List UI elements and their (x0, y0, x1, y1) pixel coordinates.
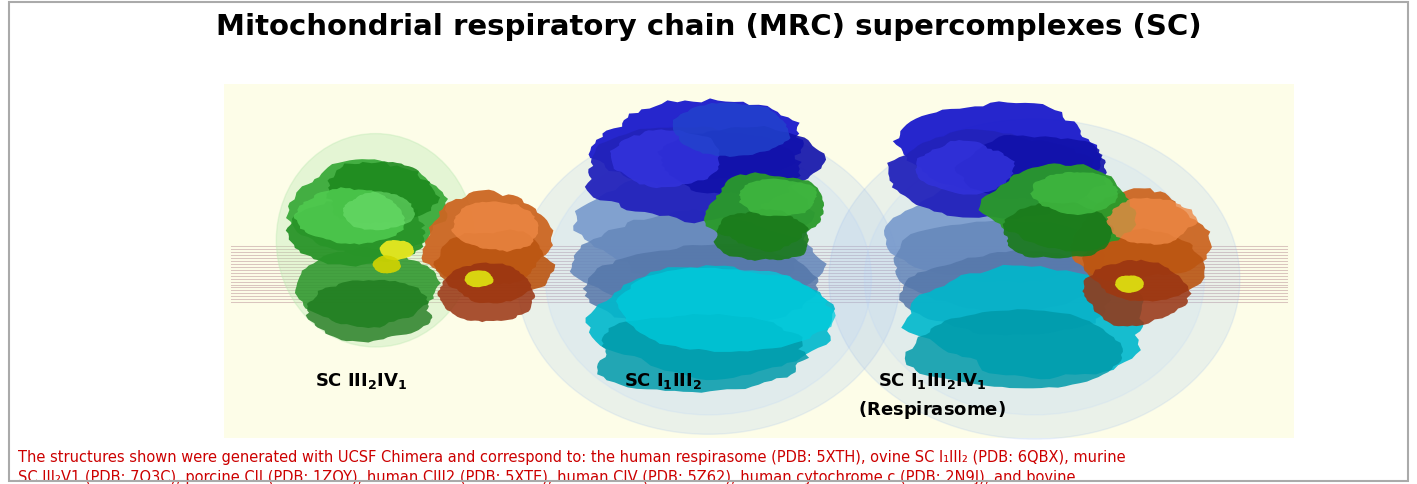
Polygon shape (900, 250, 1111, 336)
Polygon shape (915, 141, 1015, 195)
Polygon shape (380, 241, 414, 261)
Polygon shape (714, 209, 809, 261)
Polygon shape (673, 103, 791, 158)
Ellipse shape (829, 120, 1240, 439)
Polygon shape (588, 99, 803, 186)
Polygon shape (434, 230, 555, 304)
Polygon shape (295, 248, 441, 328)
Polygon shape (738, 179, 818, 217)
Polygon shape (901, 265, 1144, 379)
Text: $\mathbf{SC\ III_2IV_1}$: $\mathbf{SC\ III_2IV_1}$ (315, 370, 408, 390)
Polygon shape (1083, 260, 1192, 327)
Polygon shape (1107, 198, 1197, 245)
Polygon shape (609, 130, 720, 189)
Text: The structures shown were generated with UCSF Chimera and correspond to: the hum: The structures shown were generated with… (18, 449, 1127, 484)
Polygon shape (597, 314, 809, 393)
Text: Mitochondrial respiratory chain (MRC) supercomplexes (SC): Mitochondrial respiratory chain (MRC) su… (215, 13, 1202, 41)
Polygon shape (616, 268, 836, 352)
Polygon shape (657, 127, 826, 195)
Polygon shape (451, 202, 538, 252)
Polygon shape (574, 166, 815, 289)
Polygon shape (373, 256, 401, 274)
Polygon shape (884, 178, 1108, 283)
Polygon shape (585, 127, 802, 224)
Polygon shape (704, 173, 825, 253)
Ellipse shape (276, 135, 475, 348)
Polygon shape (286, 196, 425, 267)
Polygon shape (286, 160, 448, 257)
Polygon shape (905, 310, 1122, 389)
Polygon shape (582, 244, 819, 335)
Polygon shape (1083, 229, 1204, 302)
Polygon shape (1003, 202, 1114, 259)
Polygon shape (893, 102, 1101, 192)
Polygon shape (894, 220, 1108, 313)
Polygon shape (343, 192, 415, 231)
Ellipse shape (517, 125, 900, 435)
Polygon shape (326, 162, 441, 225)
Polygon shape (1030, 173, 1118, 215)
Polygon shape (421, 190, 554, 286)
Polygon shape (887, 130, 1107, 219)
Polygon shape (438, 263, 536, 322)
Polygon shape (585, 266, 835, 380)
Text: $\mathbf{SC\ I_1III_2}$: $\mathbf{SC\ I_1III_2}$ (623, 370, 703, 390)
Polygon shape (979, 164, 1136, 252)
Ellipse shape (864, 144, 1204, 415)
FancyBboxPatch shape (224, 85, 1294, 438)
Polygon shape (465, 271, 493, 287)
Polygon shape (306, 280, 432, 343)
Polygon shape (293, 188, 405, 245)
Polygon shape (1070, 189, 1212, 282)
Polygon shape (1115, 276, 1144, 293)
Polygon shape (955, 136, 1107, 200)
Polygon shape (570, 210, 826, 311)
Text: $\mathbf{SC\ I_1III_2IV_1}$: $\mathbf{SC\ I_1III_2IV_1}$ (879, 370, 986, 390)
Text: $\mathbf{(Respirasome)}$: $\mathbf{(Respirasome)}$ (859, 398, 1006, 420)
Ellipse shape (546, 144, 871, 415)
